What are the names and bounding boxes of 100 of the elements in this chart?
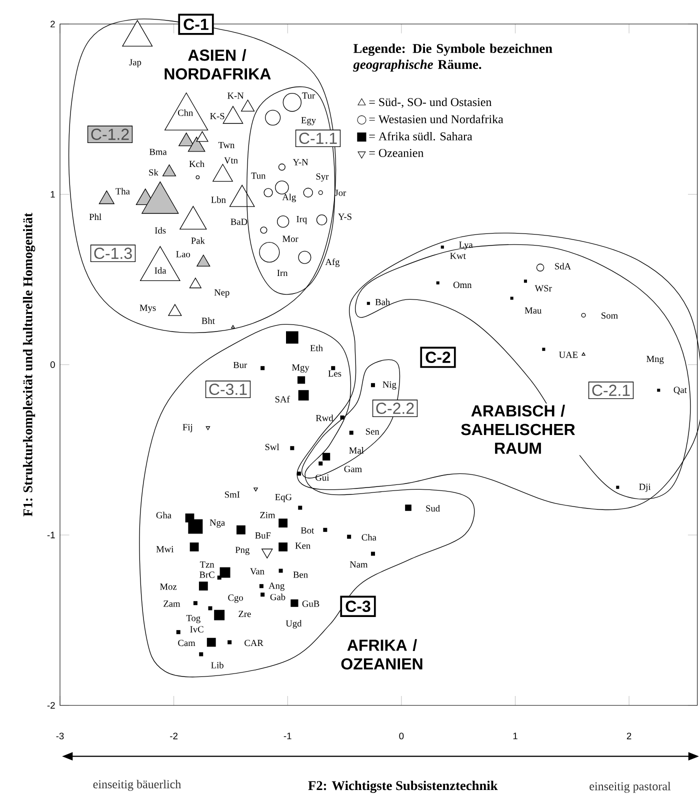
annotation: Tha (116, 188, 130, 194)
annotation: Mgy (292, 364, 310, 373)
annotation: IvC (190, 626, 204, 632)
y-tick-label: -1 (47, 532, 55, 538)
annotation: Moz (160, 584, 177, 590)
annotation: EqG (275, 494, 292, 502)
annotation: Mal (349, 447, 364, 454)
annotation: Y-N (292, 159, 308, 166)
annotation: Vtn (224, 157, 238, 164)
legend-label: = Süd-, SO- und Ostasien (369, 98, 492, 108)
annotation: Cgo (228, 594, 243, 603)
annotation: Mwi (156, 546, 174, 552)
annotation: SdA (555, 262, 571, 270)
annotation: C-2.2 (376, 402, 414, 414)
legend-title: Legende: Die Symbole bezeichnen geographische Räume. (353, 44, 552, 72)
text: einseitig pastoral (590, 782, 671, 793)
annotation: Zam (164, 600, 180, 607)
annotation: C-1.1 (299, 132, 337, 144)
annotation: Lib (211, 662, 224, 668)
annotation: Tun (251, 172, 266, 179)
annotation: Rwd (316, 414, 334, 422)
x-tick-label: 1 (513, 732, 518, 740)
annotation: Ida (154, 267, 166, 274)
annotation: Lya (459, 242, 473, 250)
annotation: Omn (453, 282, 472, 288)
x-tick-label: -3 (56, 732, 64, 740)
y-tick-label: 0 (50, 361, 55, 368)
annotation: Ugd (286, 620, 302, 628)
annotation: Syr (316, 173, 329, 182)
annotation: Jor (334, 190, 346, 196)
annotation: C-2.1 (592, 384, 630, 396)
annotation: Mau (524, 307, 542, 314)
annotation: Sud (426, 504, 440, 512)
annotation: Twn (218, 142, 235, 148)
annotation: Phl (89, 213, 102, 220)
annotation: Som (602, 312, 618, 319)
annotation: C-3 (346, 600, 370, 612)
annotation: Ben (293, 572, 308, 578)
annotation: K-S (210, 112, 224, 120)
annotation: Sen (366, 428, 380, 435)
annotation: Mys (140, 304, 156, 313)
annotation: Gha (156, 512, 172, 518)
annotation: Tog (186, 615, 200, 624)
annotation: BrC (200, 572, 214, 578)
annotation: Ken (295, 542, 310, 549)
annotation: Qat (674, 386, 687, 394)
annotation: AFRIKA / OZEANIEN (341, 639, 422, 670)
annotation: Gui (316, 474, 330, 481)
annotation: C-1 (184, 18, 208, 30)
annotation: Swl (265, 444, 280, 450)
annotation: Sk (149, 169, 158, 176)
annotation: Kch (189, 160, 204, 168)
annotation: Gam (344, 466, 362, 472)
annotation: ASIEN / NORDAFRIKA (164, 49, 271, 80)
annotation: Bot (300, 527, 314, 534)
annotation: Pak (191, 237, 205, 244)
annotation: C-2 (426, 352, 450, 363)
annotation: Bah (375, 298, 390, 306)
annotation: Ang (268, 582, 284, 591)
annotation: Nga (210, 520, 225, 528)
annotation: ARABISCH / SAHELISCHER RAUM (461, 404, 576, 454)
annotation: Dji (639, 484, 651, 492)
annotation: Zim (260, 512, 276, 518)
annotation: C-1.2 (91, 128, 129, 140)
annotation: Bma (150, 148, 167, 156)
x-axis-title: F2: Wichtigste Subsistenztechnik (308, 780, 498, 793)
y-tick-label: -2 (47, 702, 55, 709)
x-tick-label: -2 (170, 732, 178, 740)
annotation: Tzn (200, 561, 214, 568)
annotation: Lbn (211, 196, 226, 203)
annotation: Tur (302, 92, 316, 99)
annotation: CAR (244, 640, 264, 646)
annotation: Chn (178, 109, 194, 116)
annotation: SmI (224, 491, 240, 498)
y-tick-label: 1 (50, 191, 55, 198)
annotation: Bht (202, 317, 215, 324)
x-tick-label: 0 (399, 732, 404, 740)
annotation: Irq (296, 216, 307, 224)
x-tick-label: 2 (626, 732, 632, 740)
annotation: Zre (238, 610, 251, 618)
annotation: Kwt (450, 252, 466, 260)
annotation: Lao (176, 251, 190, 258)
y-axis-title: F1: Strukturkomplexität und kulturelle Homogenität (22, 212, 36, 516)
annotation: Y-S (338, 214, 352, 220)
annotation: Van (250, 568, 264, 574)
annotation: Cha (362, 534, 376, 541)
annotation: BuF (255, 532, 271, 539)
legend-label: = Westasien und Nordafrika (369, 114, 504, 124)
annotation: Jap (129, 59, 142, 68)
annotation: K-N (228, 92, 244, 99)
annotation: Gab (270, 594, 286, 600)
annotation: GuB (302, 600, 320, 607)
annotation: Fij (182, 424, 192, 432)
annotation: Les (328, 370, 342, 377)
y-tick-label: 2 (50, 20, 55, 28)
legend-label: = Ozeanien (369, 148, 424, 158)
annotation: Mng (646, 356, 664, 364)
annotation: Nig (382, 381, 396, 390)
legend-label: = Afrika südl. Sahara (369, 132, 472, 140)
annotation: Mor (282, 236, 298, 242)
